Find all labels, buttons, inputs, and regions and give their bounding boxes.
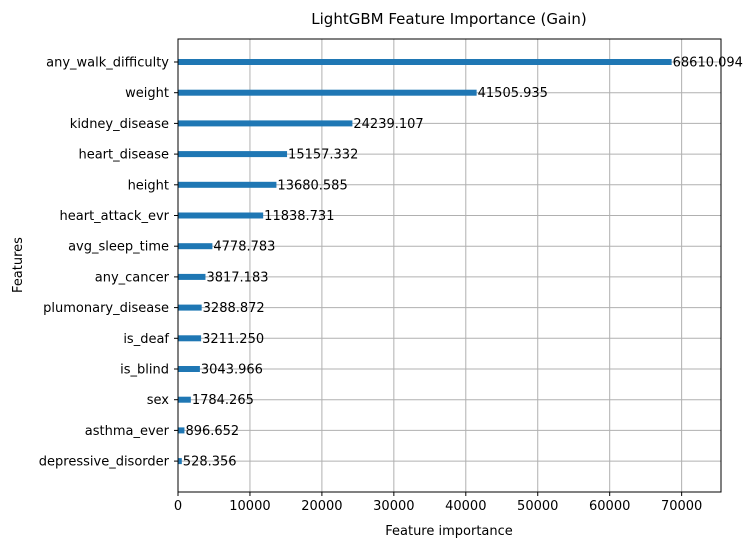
y-tick-label: is_blind (120, 363, 169, 378)
y-tick-label: depressive_disorder (39, 455, 170, 470)
bar-value-label: 4778.783 (213, 240, 275, 255)
bar-value-label: 15157.332 (288, 148, 358, 163)
bar-value-label: 896.652 (185, 424, 239, 439)
x-tick-label: 0 (174, 499, 182, 514)
y-tick-label: height (128, 178, 169, 193)
bar (178, 273, 206, 280)
y-tick-label: heart_attack_evr (60, 209, 170, 224)
bar-value-label: 13680.585 (277, 178, 347, 193)
x-tick-label: 30000 (373, 499, 414, 514)
y-tick-label: any_cancer (95, 270, 170, 285)
y-tick-label: asthma_ever (85, 424, 170, 439)
y-tick-label: any_walk_difficulty (46, 56, 169, 71)
bar (178, 304, 202, 311)
bar (178, 427, 185, 434)
bar (178, 335, 202, 342)
y-tick-label: plumonary_disease (43, 301, 169, 316)
plot-frame (177, 38, 722, 493)
chart-title: LightGBM Feature Importance (Gain) (311, 10, 586, 28)
bar-value-label: 3211.250 (202, 332, 264, 347)
bar-value-label: 3288.872 (203, 301, 265, 316)
x-tick-label: 60000 (589, 499, 630, 514)
bar (178, 396, 191, 403)
bar (178, 366, 200, 372)
bar (178, 151, 288, 158)
y-tick-label: sex (147, 393, 170, 408)
x-tick-label: 40000 (445, 499, 486, 514)
y-axis-label: Features (11, 237, 26, 293)
bar (178, 59, 672, 65)
bar (178, 89, 477, 96)
x-tick-label: 20000 (301, 499, 342, 514)
bar (178, 120, 353, 127)
y-tick-label: avg_sleep_time (68, 240, 169, 255)
x-ticks: 0 10000 20000 30000 40000 50000 60000 70000 (174, 492, 702, 514)
bar-value-label: 528.356 (183, 455, 237, 470)
bar-value-label: 41505.935 (478, 86, 548, 101)
bars: 68610.094 41505.935 24239.107 15157.332 1368… (178, 56, 743, 470)
y-tick-label: weight (125, 86, 169, 101)
y-tick-label: heart_disease (78, 148, 169, 163)
bar-value-label: 3043.966 (201, 363, 263, 378)
bar-value-label: 24239.107 (353, 117, 423, 132)
grid (177, 39, 721, 492)
x-tick-label: 50000 (517, 499, 558, 514)
bar (178, 243, 213, 250)
bar (178, 458, 182, 465)
bar (178, 212, 264, 219)
x-tick-label: 10000 (229, 499, 270, 514)
y-tick-label: is_deaf (123, 332, 169, 347)
bar (178, 181, 277, 188)
bar-value-label: 11838.731 (264, 209, 334, 224)
bar-value-label: 68610.094 (673, 56, 743, 71)
bar-value-label: 3817.183 (206, 270, 268, 285)
y-tick-label: kidney_disease (70, 117, 169, 132)
x-tick-label: 70000 (661, 499, 702, 514)
bar-value-label: 1784.265 (192, 393, 254, 408)
x-axis-label: Feature importance (385, 524, 513, 539)
